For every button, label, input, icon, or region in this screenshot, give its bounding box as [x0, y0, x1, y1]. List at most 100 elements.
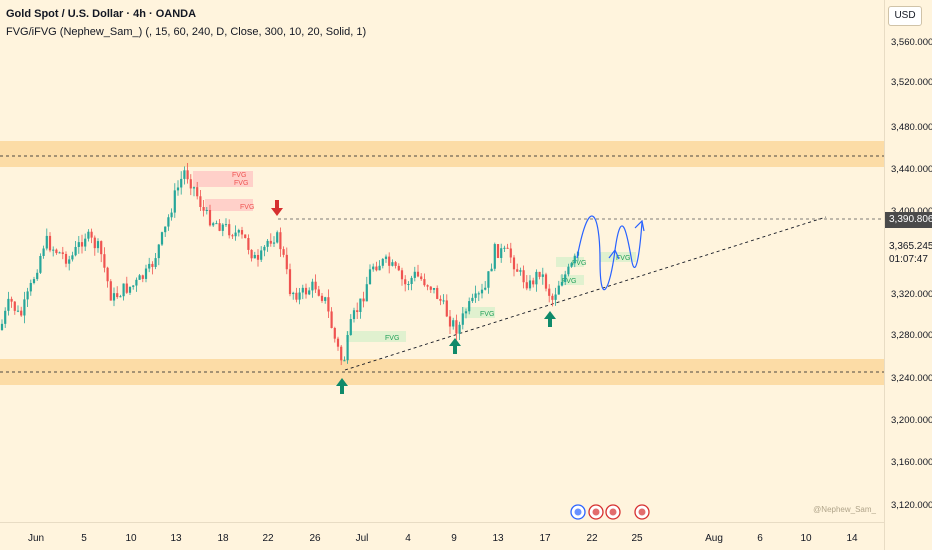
projection-path [576, 215, 643, 291]
candle-body [484, 287, 487, 290]
candle-body [269, 240, 272, 244]
candle-body [29, 282, 32, 292]
candle-body [404, 279, 407, 285]
candle-body [189, 179, 192, 189]
candle-body [452, 320, 455, 327]
candle-body [455, 320, 458, 334]
fvg-label: FVG [240, 204, 254, 211]
candle-body [45, 235, 48, 249]
time-tick: 25 [631, 533, 643, 544]
candle-body [560, 282, 564, 286]
ascending-trendline [344, 216, 827, 371]
candle-body [0, 323, 4, 330]
candle-body [256, 254, 260, 260]
candle-body [80, 242, 84, 247]
candle-body [116, 293, 119, 298]
candle-body [314, 281, 317, 290]
candle-body [388, 256, 391, 266]
candle-body [64, 253, 68, 264]
candle-body [250, 249, 253, 259]
candle-body [477, 293, 480, 295]
candle-body [564, 274, 567, 283]
chart-canvas[interactable]: FVG FVG FVG FVG FVG FVG FVG FVG Gold Spot / U.S… [0, 0, 884, 522]
fvg-label: FVG [562, 278, 576, 285]
candle-body [77, 242, 80, 247]
candle-body [522, 270, 525, 283]
candle-body [103, 254, 106, 268]
candle-body [352, 310, 356, 320]
candle-body [141, 275, 144, 279]
candle-body [42, 248, 45, 256]
fvg-label: FVG [385, 335, 399, 342]
candle-body [151, 263, 154, 267]
last-price-tag: 3,365.245 01:07:47 [885, 238, 932, 268]
projection-arrowhead [634, 219, 645, 232]
candle-body [228, 224, 231, 236]
candle-body [202, 207, 205, 211]
candle-body [407, 284, 410, 286]
candle-body [154, 258, 157, 267]
candle-body [308, 290, 311, 295]
candle-body [551, 295, 554, 300]
current-price-tag: 3,390.806 [885, 212, 932, 228]
candle-body [208, 209, 212, 226]
candle-body [423, 279, 426, 286]
candle-body [439, 298, 442, 301]
candle-body [144, 268, 148, 279]
time-tick: 9 [451, 533, 457, 544]
fvg-zone [193, 179, 253, 187]
candle-body [336, 338, 340, 347]
candle-body [23, 299, 26, 316]
us-flag-icon [592, 508, 600, 516]
indicator-title[interactable]: FVG/iFVG (Nephew_Sam_) (, 15, 60, 240, D… [6, 26, 367, 38]
candle-body [234, 232, 237, 237]
candle-body [397, 265, 400, 271]
currency-button[interactable]: USD [888, 6, 922, 26]
candle-body [496, 244, 500, 258]
candle-body [429, 286, 432, 290]
candle-body [205, 209, 208, 211]
time-axis[interactable]: Jun 5 10 13 18 22 26 Jul 4 9 13 17 22 25… [0, 522, 884, 550]
candle-body [525, 282, 528, 289]
candle-body [432, 287, 436, 290]
candle-body [100, 241, 103, 255]
candle-body [503, 247, 506, 249]
candle-body [237, 230, 240, 233]
candle-body [490, 268, 493, 272]
resistance-zone [0, 141, 884, 167]
candle-body [157, 244, 160, 259]
candle-body [263, 246, 266, 251]
candle-body [128, 286, 132, 293]
candle-body [461, 313, 464, 325]
candle-body [39, 255, 42, 273]
candle-body [215, 223, 218, 225]
candle-body [426, 285, 429, 287]
candle-body [20, 310, 23, 316]
candle-body [311, 281, 314, 291]
candle-body [343, 360, 346, 362]
candle-body [55, 249, 58, 254]
candle-body [125, 283, 128, 293]
time-tick: 10 [800, 533, 812, 544]
candle-body [573, 255, 576, 264]
symbol-title[interactable]: Gold Spot / U.S. Dollar · 4h · OANDA [6, 8, 197, 20]
time-tick: 18 [217, 533, 229, 544]
candle-body [164, 226, 167, 233]
candle-body [301, 287, 304, 293]
candle-body [359, 298, 362, 312]
price-axis[interactable]: USD 3,560.000 3,520.000 3,480.000 3,440.… [884, 0, 932, 550]
candle-body [240, 230, 244, 235]
flash-icon [574, 508, 582, 516]
candle-body [512, 257, 516, 270]
candle-body [391, 262, 394, 266]
time-tick: 10 [125, 533, 137, 544]
time-tick: Jun [27, 533, 45, 544]
candle-body [567, 266, 570, 275]
time-tick: Jul [355, 533, 369, 544]
candle-body [468, 301, 471, 312]
candle-body [16, 310, 20, 312]
bullish-arrow-icon [544, 311, 556, 327]
candle-body [394, 262, 397, 266]
candle-body [61, 252, 64, 254]
